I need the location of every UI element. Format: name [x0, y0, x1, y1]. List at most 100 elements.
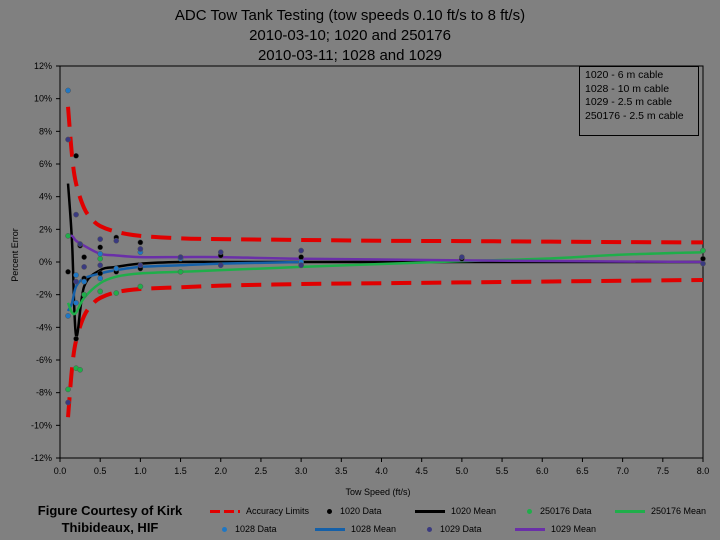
data-point — [97, 244, 104, 251]
accuracy-limit-line — [66, 277, 704, 418]
series-mean-line — [66, 260, 302, 312]
legend-marker-line — [415, 509, 445, 513]
data-point — [73, 152, 79, 159]
y-tick-label: -12% — [31, 453, 52, 463]
data-point — [137, 283, 144, 290]
y-tick-label: -6% — [36, 355, 52, 365]
y-tick-label: 2% — [39, 224, 52, 234]
legend-item: 1020 Mean — [415, 506, 496, 516]
data-point — [700, 247, 706, 254]
y-tick-label: 8% — [39, 126, 52, 136]
legend-marker-line — [210, 509, 240, 513]
legend-label: 1029 Mean — [551, 524, 597, 534]
data-point — [97, 262, 104, 269]
y-tick-label: -8% — [36, 388, 52, 398]
x-tick-label: 5.5 — [496, 466, 509, 476]
x-tick-label: 3.0 — [295, 466, 308, 476]
y-tick-label: -10% — [31, 420, 52, 430]
legend-marker-dot — [427, 526, 432, 532]
data-point — [298, 247, 304, 254]
legend-item: 1029 Data — [415, 524, 482, 534]
data-point — [65, 268, 71, 275]
x-tick-label: 5.0 — [456, 466, 469, 476]
figure-courtesy: Figure Courtesy of Kirk Thibideaux, HIF — [37, 503, 183, 535]
legend-item: 250176 Mean — [615, 506, 706, 516]
cable-note: 1028 - 10 m cable — [585, 82, 670, 95]
chart-legend: Accuracy Limits 1020 Data 1020 Mean 250176 … — [210, 502, 720, 540]
data-point — [97, 270, 104, 277]
y-tick-label: 4% — [39, 192, 52, 202]
legend-item: 1028 Data — [210, 524, 277, 534]
data-point — [81, 278, 87, 285]
x-tick-label: 6.5 — [576, 466, 589, 476]
x-tick-label: 2.5 — [255, 466, 268, 476]
x-tick-label: 7.5 — [657, 466, 670, 476]
data-point — [298, 254, 304, 260]
data-point — [65, 233, 71, 239]
data-point — [77, 241, 83, 247]
data-point — [217, 262, 224, 269]
data-point — [459, 254, 465, 260]
y-tick-label: -2% — [36, 290, 52, 300]
data-point — [81, 291, 87, 298]
x-axis-label: Tow Speed (ft/s) — [345, 487, 410, 497]
title-line: ADC Tow Tank Testing (tow speeds 0.10 ft… — [174, 7, 526, 24]
x-tick-label: 0.0 — [54, 466, 67, 476]
cable-note: 250176 - 2.5 m cable — [585, 109, 684, 122]
data-point — [81, 254, 87, 260]
data-point — [73, 272, 79, 278]
legend-item: 1029 Mean — [515, 524, 596, 534]
data-point — [65, 87, 71, 94]
data-point — [113, 237, 120, 244]
cable-note: 1020 - 6 m cable — [585, 69, 664, 81]
x-tick-label: 3.5 — [335, 466, 348, 476]
legend-item: 1020 Data — [315, 506, 382, 516]
cable-notes-box: 1020 - 6 m cable 1028 - 10 m cable 1029 … — [579, 66, 699, 136]
y-tick-label: 6% — [39, 159, 52, 169]
data-point — [81, 264, 87, 270]
data-point — [73, 211, 79, 218]
cable-note: 1029 - 2.5 m cable — [585, 96, 672, 108]
legend-label: 250176 Data — [540, 506, 592, 516]
legend-label: 1020 Mean — [451, 506, 497, 516]
legend-item: Accuracy Limits — [210, 506, 309, 516]
legend-label: 250176 Mean — [651, 506, 707, 516]
data-point — [65, 399, 71, 406]
legend-label: 1028 Mean — [351, 524, 397, 534]
legend-marker-dot — [327, 508, 332, 514]
legend-marker-dot — [222, 526, 227, 532]
data-point — [700, 260, 706, 267]
legend-marker-line — [515, 527, 545, 531]
x-tick-label: 2.0 — [214, 466, 227, 476]
legend-marker-line — [315, 527, 345, 531]
x-tick-label: 1.0 — [134, 466, 147, 476]
accuracy-limit-line — [66, 106, 704, 245]
x-tick-label: 1.5 — [174, 466, 187, 476]
data-point — [97, 288, 104, 295]
title-line: 2010-03-10; 1020 and 250176 — [249, 27, 451, 44]
data-point — [97, 255, 104, 262]
y-tick-label: 0% — [39, 257, 52, 267]
data-point — [65, 136, 71, 143]
data-point — [217, 249, 224, 256]
legend-marker-line — [615, 509, 645, 513]
x-tick-label: 4.5 — [415, 466, 428, 476]
y-tick-label: 10% — [34, 94, 52, 104]
data-point — [177, 268, 184, 275]
legend-item: 250176 Data — [515, 506, 592, 516]
legend-item: 1028 Mean — [315, 524, 396, 534]
legend-label: 1020 Data — [340, 506, 382, 516]
data-point — [73, 299, 79, 306]
x-tick-label: 4.0 — [375, 466, 388, 476]
x-tick-label: 0.5 — [94, 466, 107, 476]
y-axis-label: Percent Error — [10, 228, 20, 282]
data-point — [137, 262, 144, 269]
data-point — [77, 366, 83, 373]
y-tick-label: -4% — [36, 322, 52, 332]
data-point — [97, 250, 104, 257]
legend-marker-dot — [527, 508, 532, 514]
data-point — [113, 290, 120, 296]
data-point — [65, 386, 71, 393]
data-point — [73, 335, 79, 342]
chart-title: ADC Tow Tank Testing (tow speeds 0.10 ft… — [60, 6, 640, 66]
